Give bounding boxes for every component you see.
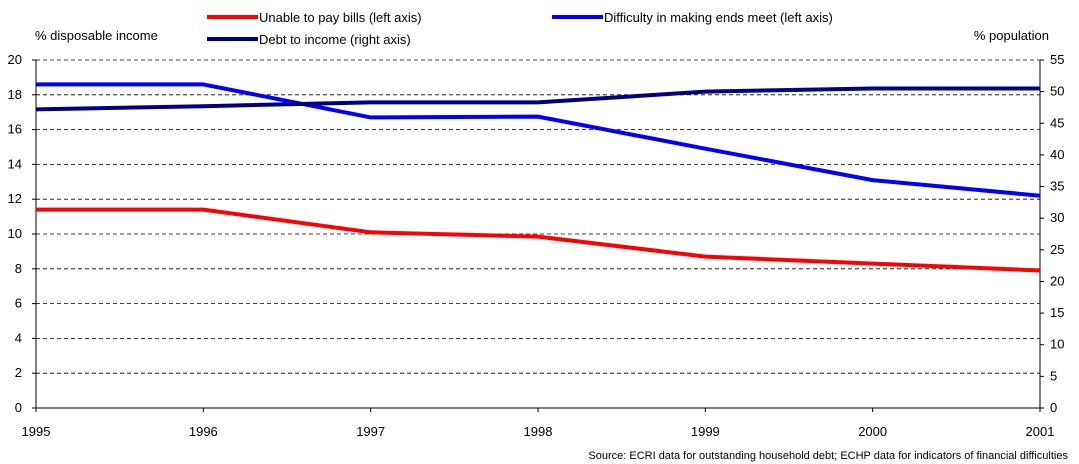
left-tick-label-9: 18 bbox=[8, 87, 22, 102]
right-tick-label-2: 10 bbox=[1050, 337, 1064, 352]
left-tick-label-8: 16 bbox=[8, 122, 22, 137]
right-tick-label-10: 50 bbox=[1050, 84, 1064, 99]
x-tick-label-1: 1996 bbox=[189, 424, 218, 439]
right-tick-label-0: 0 bbox=[1050, 400, 1057, 415]
left-tick-label-0: 0 bbox=[15, 400, 22, 415]
legend-label-0: Unable to pay bills (left axis) bbox=[259, 10, 422, 25]
right-tick-label-4: 20 bbox=[1050, 273, 1064, 288]
series-line-0 bbox=[36, 207, 1041, 273]
x-tick-label-0: 1995 bbox=[22, 424, 51, 439]
left-tick-label-10: 20 bbox=[8, 52, 22, 67]
right-tick-label-7: 35 bbox=[1050, 179, 1064, 194]
left-tick-label-3: 6 bbox=[15, 296, 22, 311]
legend-label-1: Difficulty in making ends meet (left axi… bbox=[604, 10, 833, 25]
x-tick-label-3: 1998 bbox=[524, 424, 553, 439]
left-tick-label-7: 14 bbox=[8, 156, 22, 171]
left-tick-label-2: 4 bbox=[15, 330, 22, 345]
grid-lines bbox=[36, 59, 1040, 374]
left-tick-label-5: 10 bbox=[8, 226, 22, 241]
series-line-1 bbox=[36, 82, 1041, 198]
right-tick-label-11: 55 bbox=[1050, 52, 1064, 67]
right-tick-label-9: 45 bbox=[1050, 115, 1064, 130]
right-tick-label-1: 5 bbox=[1050, 368, 1057, 383]
right-tick-label-6: 30 bbox=[1050, 210, 1064, 225]
source-note: Source: ECRI data for outstanding househ… bbox=[588, 450, 1068, 462]
x-tick-label-4: 1999 bbox=[691, 424, 720, 439]
left-tick-label-4: 8 bbox=[15, 261, 22, 276]
right-tick-label-5: 25 bbox=[1050, 242, 1064, 257]
right-tick-label-3: 15 bbox=[1050, 305, 1064, 320]
series-lines bbox=[35, 82, 1041, 273]
left-axis-label: % disposable income bbox=[35, 28, 158, 43]
right-axis-label: % population bbox=[974, 28, 1049, 43]
series-line-2 bbox=[35, 86, 1040, 112]
tick-labels: 0 2 4 6 8 10 12 14 16 18 20 0 5 10 15 20 25 30 35 40 45 50 55 1… bbox=[8, 52, 1065, 439]
x-tick-label-6: 2001 bbox=[1026, 424, 1055, 439]
right-tick-label-8: 40 bbox=[1050, 147, 1064, 162]
x-tick-label-5: 2000 bbox=[858, 424, 887, 439]
axes bbox=[32, 59, 1044, 412]
left-tick-label-6: 12 bbox=[8, 191, 22, 206]
legend: Unable to pay bills (left axis) Difficult… bbox=[207, 10, 833, 47]
left-tick-label-1: 2 bbox=[15, 365, 22, 380]
legend-label-2: Debt to income (right axis) bbox=[259, 32, 411, 47]
x-tick-label-2: 1997 bbox=[356, 424, 385, 439]
